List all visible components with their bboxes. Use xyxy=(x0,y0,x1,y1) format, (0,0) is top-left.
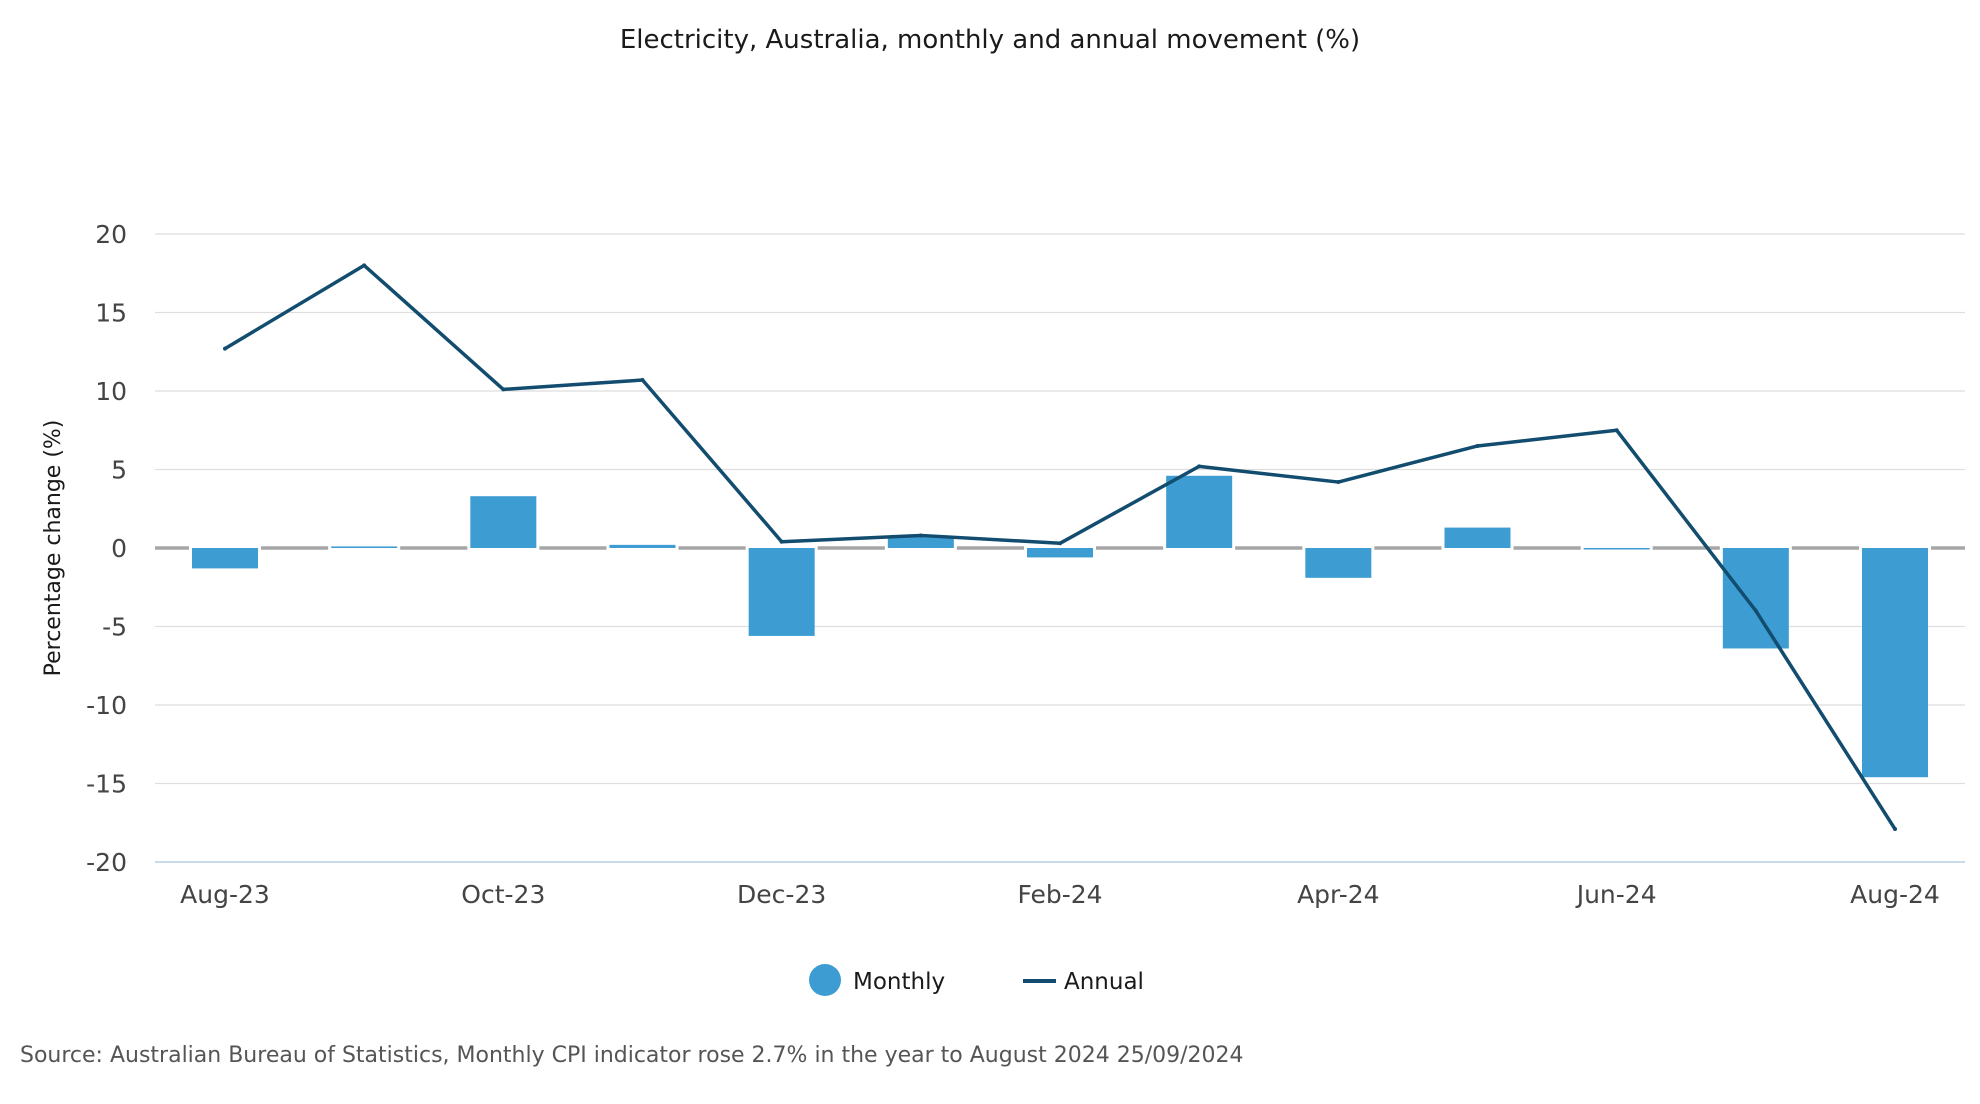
monthly-bars xyxy=(189,475,1931,778)
x-tick-label: Aug-23 xyxy=(180,880,270,909)
annual-point xyxy=(1058,541,1062,546)
y-axis-label: Percentage change (%) xyxy=(41,420,66,677)
annual-point xyxy=(779,539,784,544)
y-tick-labels: 20 15 10 5 0 -5 -10 -15 -20 xyxy=(86,220,127,877)
y-tick-label: 15 xyxy=(95,299,127,328)
monthly-bar xyxy=(331,546,398,548)
x-tick-label: Oct-23 xyxy=(461,880,545,909)
legend-annual-label: Annual xyxy=(1064,969,1144,995)
x-tick-labels: Aug-23 Oct-23 Dec-23 Feb-24 Apr-24 Jun-24 Aug-… xyxy=(180,880,1940,909)
y-tick-label: 10 xyxy=(95,377,127,406)
x-tick-label: Feb-24 xyxy=(1017,880,1102,909)
x-tick-label: Aug-24 xyxy=(1850,880,1940,909)
grid-layer xyxy=(155,233,1965,863)
y-tick-label: -10 xyxy=(86,691,127,720)
annual-point xyxy=(918,533,923,538)
y-tick-label: 20 xyxy=(95,220,127,249)
y-tick-label: 0 xyxy=(111,534,127,563)
monthly-bar xyxy=(887,537,954,548)
legend: Monthly Annual xyxy=(809,964,1144,996)
monthly-bar xyxy=(1166,475,1233,548)
monthly-bar xyxy=(748,548,815,636)
annual-point xyxy=(1475,443,1480,448)
monthly-bar xyxy=(1305,548,1372,578)
annual-point xyxy=(1893,827,1897,832)
y-tick-label: 5 xyxy=(111,456,127,485)
legend-monthly-label: Monthly xyxy=(853,969,945,995)
x-tick-label: Apr-24 xyxy=(1297,880,1379,909)
legend-monthly-swatch xyxy=(809,964,841,996)
y-tick-label: -15 xyxy=(86,770,127,799)
monthly-bar xyxy=(1583,548,1650,550)
y-tick-label: -5 xyxy=(102,613,127,642)
annual-point xyxy=(1753,608,1758,613)
monthly-bar xyxy=(1444,527,1511,548)
monthly-bar xyxy=(1027,548,1093,558)
annual-line-layer xyxy=(223,263,1897,832)
monthly-bar xyxy=(609,544,676,548)
monthly-bar xyxy=(1722,548,1789,649)
y-tick-label: -20 xyxy=(86,848,127,877)
annual-point xyxy=(501,387,506,392)
monthly-bar xyxy=(470,496,537,548)
annual-point xyxy=(1336,480,1341,485)
chart-title: Electricity, Australia, monthly and annu… xyxy=(620,25,1360,55)
annual-point xyxy=(1614,428,1619,433)
annual-point xyxy=(640,378,645,383)
monthly-bar xyxy=(1862,548,1928,778)
annual-point xyxy=(362,263,367,268)
monthly-bar xyxy=(192,548,258,569)
source-note: Source: Australian Bureau of Statistics,… xyxy=(20,1043,1244,1068)
annual-point xyxy=(1197,464,1202,469)
x-tick-label: Dec-23 xyxy=(737,880,826,909)
annual-point xyxy=(223,346,227,351)
x-tick-label: Jun-24 xyxy=(1575,880,1657,909)
